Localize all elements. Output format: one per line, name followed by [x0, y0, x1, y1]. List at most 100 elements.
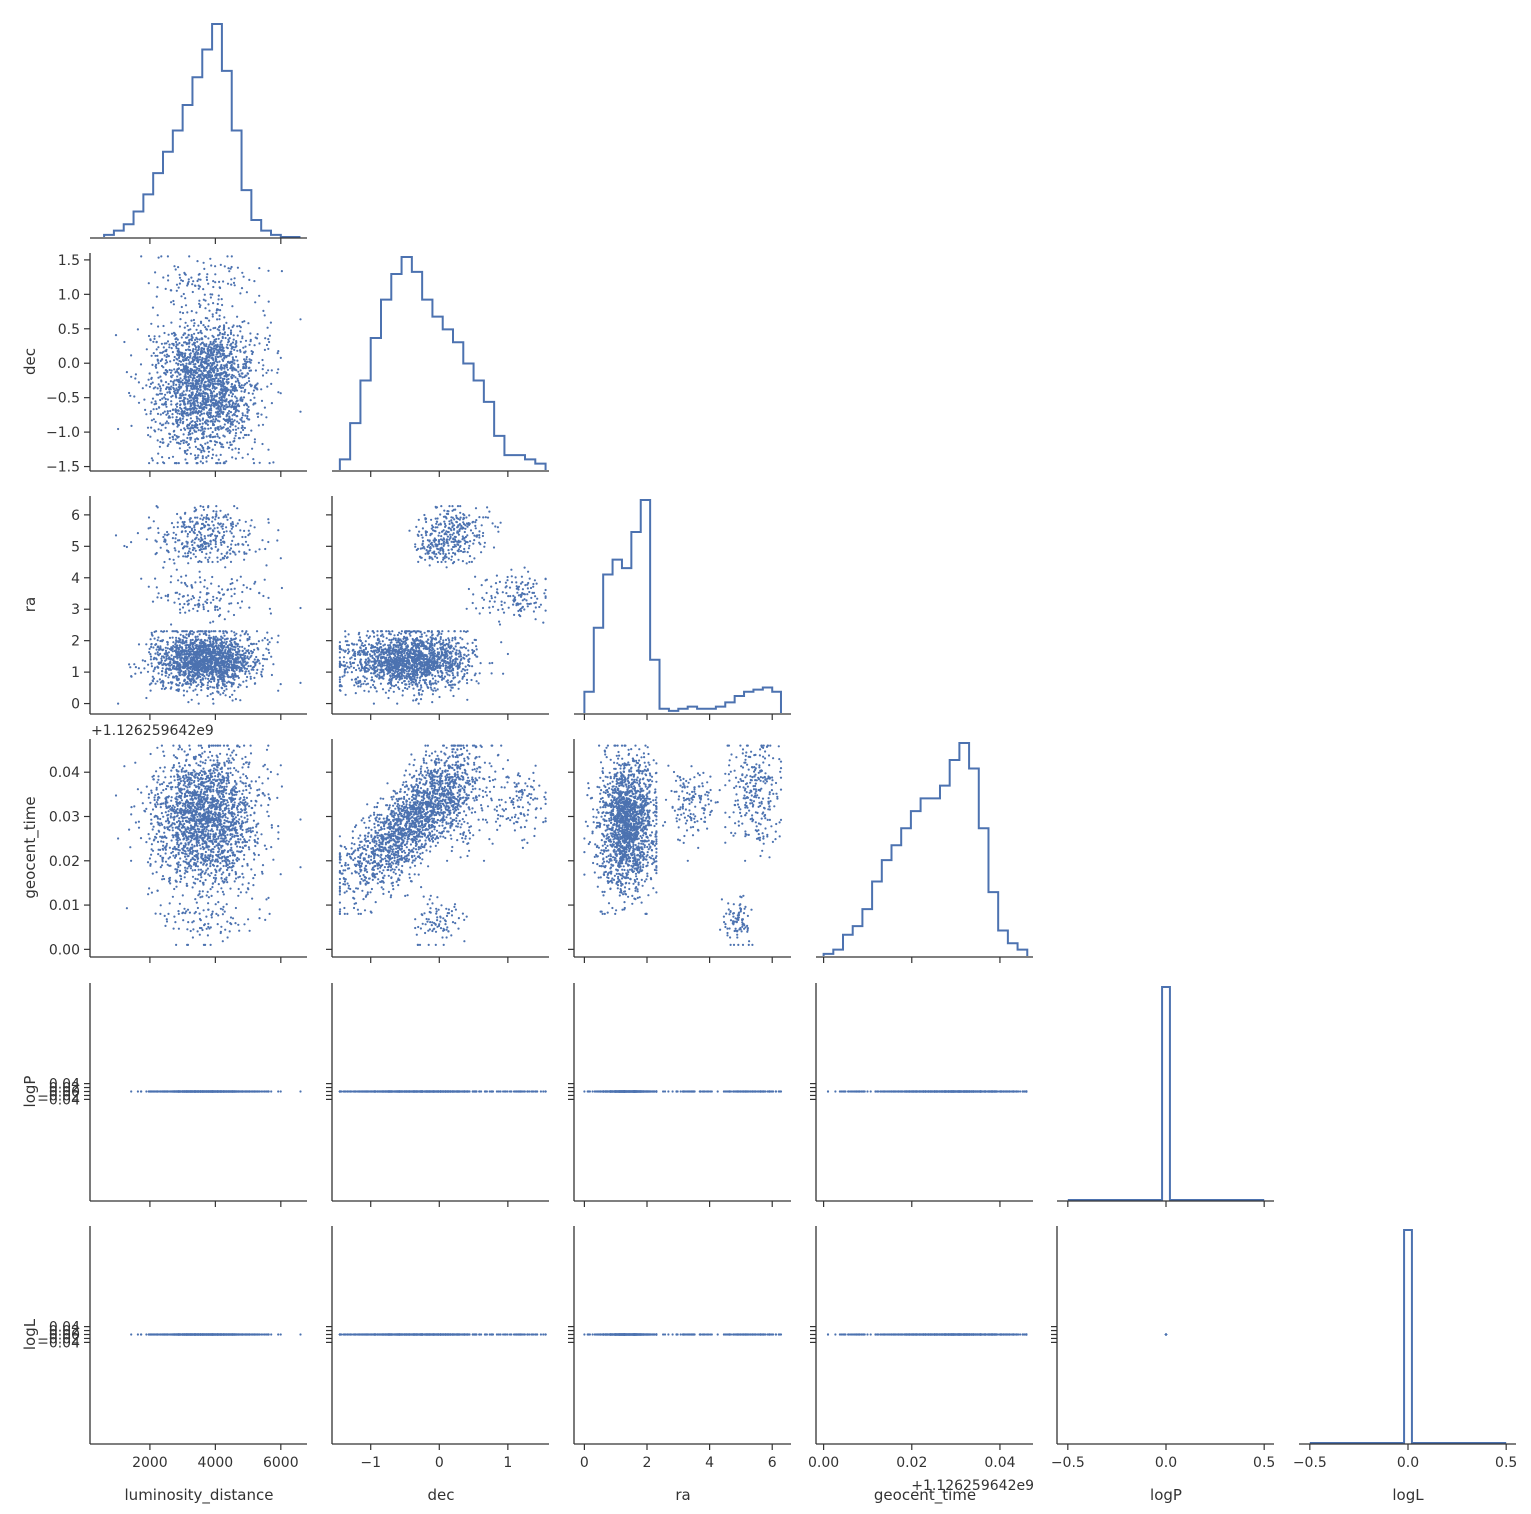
scatter-point	[219, 286, 221, 288]
scatter-point	[193, 385, 195, 387]
y-tick-label: −1.5	[46, 460, 80, 476]
scatter-point	[243, 421, 245, 423]
scatter-point	[224, 423, 226, 425]
scatter-point	[265, 416, 267, 418]
scatter-point	[267, 369, 269, 371]
scatter-point	[240, 369, 242, 371]
scatter-point	[225, 337, 227, 339]
scatter-point	[187, 359, 189, 361]
scatter-point	[212, 415, 214, 417]
scatter-point	[173, 430, 175, 432]
scatter-point	[242, 681, 244, 683]
scatter-point	[250, 369, 252, 371]
scatter-point	[208, 370, 210, 372]
scatter-point	[212, 383, 214, 385]
scatter-point	[178, 287, 180, 289]
scatter-point	[245, 680, 247, 682]
scatter-point	[156, 296, 158, 298]
scatter-point	[227, 283, 229, 285]
scatter-point	[238, 448, 240, 450]
scatter-point	[269, 608, 271, 610]
scatter-point	[299, 318, 301, 320]
scatter-point	[170, 386, 172, 388]
scatter-point	[186, 357, 188, 359]
scatter-point	[167, 340, 169, 342]
scatter-point	[193, 374, 195, 376]
scatter-point	[210, 541, 212, 543]
scatter-point	[225, 404, 227, 406]
scatter-point	[224, 371, 226, 373]
scatter-point	[221, 401, 223, 403]
scatter-point	[217, 345, 219, 347]
scatter-point	[174, 356, 176, 358]
scatter-point	[266, 632, 268, 634]
scatter-point	[172, 416, 174, 418]
scatter-point	[243, 276, 245, 278]
scatter-point	[185, 634, 187, 636]
scatter-point	[183, 442, 185, 444]
scatter-point	[214, 281, 216, 283]
scatter-point	[175, 395, 177, 397]
scatter-point	[153, 338, 155, 340]
scatter-point	[184, 680, 186, 682]
scatter-point	[151, 662, 153, 664]
scatter-point	[173, 303, 175, 305]
scatter-point	[168, 383, 170, 385]
scatter-point	[228, 447, 230, 449]
scatter-point	[214, 375, 216, 377]
scatter-point	[148, 335, 150, 337]
scatter-point	[206, 317, 208, 319]
scatter-point	[153, 429, 155, 431]
scatter-point	[241, 427, 243, 429]
scatter-point	[171, 413, 173, 415]
scatter-point	[246, 668, 248, 670]
scatter-point	[237, 267, 239, 269]
scatter-point	[183, 412, 185, 414]
scatter-point	[200, 389, 202, 391]
scatter-point	[239, 330, 241, 332]
scatter-point	[175, 683, 177, 685]
scatter-point	[229, 400, 231, 402]
scatter-point	[164, 538, 166, 540]
scatter-point	[215, 341, 217, 343]
scatter-point	[221, 443, 223, 445]
scatter-point	[195, 348, 197, 350]
scatter-point	[196, 382, 198, 384]
scatter-point	[194, 339, 196, 341]
scatter-point	[222, 411, 224, 413]
scatter-point	[185, 377, 187, 379]
scatter-point	[232, 341, 234, 343]
scatter-point	[239, 607, 241, 609]
scatter-point	[179, 277, 181, 279]
scatter-point	[144, 409, 146, 411]
scatter-point	[203, 608, 205, 610]
scatter-point	[177, 392, 179, 394]
scatter-point	[207, 356, 209, 358]
scatter-point	[227, 382, 229, 384]
scatter-point	[207, 442, 209, 444]
scatter-point	[192, 291, 194, 293]
scatter-point	[200, 450, 202, 452]
scatter-point	[210, 693, 212, 695]
scatter-point	[237, 380, 239, 382]
scatter-point	[180, 582, 182, 584]
scatter-point	[246, 415, 248, 417]
scatter-point	[249, 344, 251, 346]
scatter-point	[208, 630, 210, 632]
scatter-point	[196, 388, 198, 390]
scatter-point	[240, 387, 242, 389]
scatter-point	[225, 460, 227, 462]
scatter-point	[248, 652, 250, 654]
scatter-point	[211, 380, 213, 382]
scatter-point	[169, 437, 171, 439]
scatter-point	[182, 606, 184, 608]
scatter-point	[172, 641, 174, 643]
scatter-point	[168, 457, 170, 459]
scatter-point	[188, 610, 190, 612]
scatter-point	[215, 418, 217, 420]
scatter-point	[190, 368, 192, 370]
scatter-point	[246, 356, 248, 358]
scatter-point	[147, 671, 149, 673]
scatter-point	[231, 449, 233, 451]
scatter-point	[205, 376, 207, 378]
